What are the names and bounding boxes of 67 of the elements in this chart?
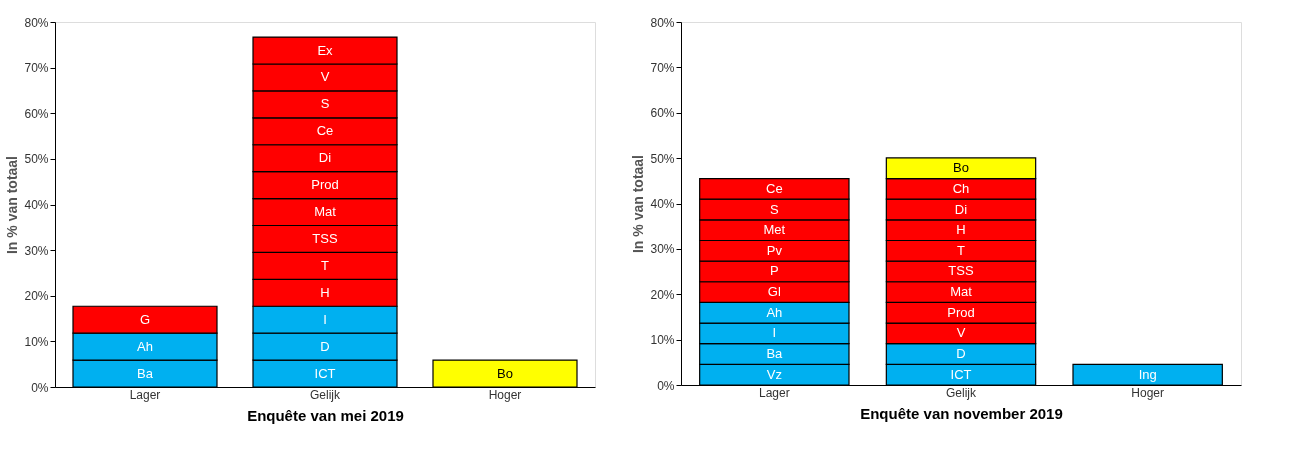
y-tick-label: 20% xyxy=(650,287,675,302)
data-label: Bo xyxy=(497,365,513,381)
y-tick-label: 60% xyxy=(650,106,675,121)
data-label: Ing xyxy=(1138,366,1157,382)
y-tick-label: 30% xyxy=(650,242,675,257)
data-label: TSS xyxy=(312,230,338,246)
data-label: Ce xyxy=(316,123,334,139)
data-label: Prod xyxy=(947,304,975,320)
x-tick-label: Gelijk xyxy=(309,387,341,402)
x-tick-label: Lager xyxy=(758,385,790,400)
data-label: D xyxy=(956,346,966,362)
data-label: Ba xyxy=(137,365,154,381)
y-tick-label: 70% xyxy=(650,60,675,75)
data-label: Mat xyxy=(314,204,337,220)
data-label: Ce xyxy=(766,180,783,196)
data-label: Bo xyxy=(953,160,969,176)
data-label: Ah xyxy=(766,304,783,320)
data-label: D xyxy=(320,338,330,354)
data-label: S xyxy=(770,201,779,217)
data-label: Ah xyxy=(137,338,153,354)
x-tick-label: Hoger xyxy=(1131,385,1165,400)
data-label: ICT xyxy=(314,365,336,381)
data-label: P xyxy=(770,263,779,279)
y-tick-label: 60% xyxy=(24,106,49,121)
data-label: I xyxy=(772,325,777,341)
data-label: Mat xyxy=(950,284,973,300)
y-tick-label: 40% xyxy=(650,197,675,211)
data-label: TSS xyxy=(948,263,974,279)
data-label: Ex xyxy=(317,42,334,58)
y-tick-label: 80% xyxy=(650,15,675,30)
x-tick-label: Lager xyxy=(129,387,161,402)
y-axis-title: In % van totaal xyxy=(630,154,647,254)
data-label: Met xyxy=(763,222,786,238)
x-axis-title: Enquête van november 2019 xyxy=(860,404,1063,422)
data-label: Ba xyxy=(766,346,784,362)
data-label: Di xyxy=(954,201,968,217)
data-label: V xyxy=(956,325,966,341)
x-tick-label: Hoger xyxy=(488,387,522,402)
y-tick-label: 10% xyxy=(650,333,675,348)
x-tick-label: Gelijk xyxy=(945,385,977,400)
data-label: T xyxy=(957,242,966,258)
y-tick-label: 50% xyxy=(650,151,675,166)
y-tick-label: 50% xyxy=(24,152,49,167)
y-axis-title: In % van totaal xyxy=(4,155,21,255)
y-tick-label: 10% xyxy=(24,334,49,349)
data-label: Pv xyxy=(766,242,783,258)
data-label: I xyxy=(323,311,327,327)
data-label: Ch xyxy=(952,180,970,196)
data-label: H xyxy=(320,284,330,300)
data-label: S xyxy=(320,96,330,112)
y-tick-label: 0% xyxy=(31,380,49,395)
data-label: Vz xyxy=(766,366,782,382)
data-label: Di xyxy=(318,150,332,166)
y-tick-label: 30% xyxy=(24,243,49,258)
y-tick-label: 70% xyxy=(24,61,49,76)
data-label: Prod xyxy=(311,177,339,193)
data-label: ICT xyxy=(950,366,972,382)
data-label: Gl xyxy=(767,284,781,300)
y-tick-label: 0% xyxy=(657,378,675,393)
data-label: T xyxy=(321,257,330,273)
y-tick-label: 40% xyxy=(24,198,49,212)
data-label: V xyxy=(320,69,330,85)
data-label: H xyxy=(956,222,966,238)
data-label: G xyxy=(139,311,151,327)
x-axis-title: Enquête van mei 2019 xyxy=(247,406,404,424)
y-tick-label: 20% xyxy=(24,289,49,304)
y-tick-label: 80% xyxy=(24,15,49,30)
